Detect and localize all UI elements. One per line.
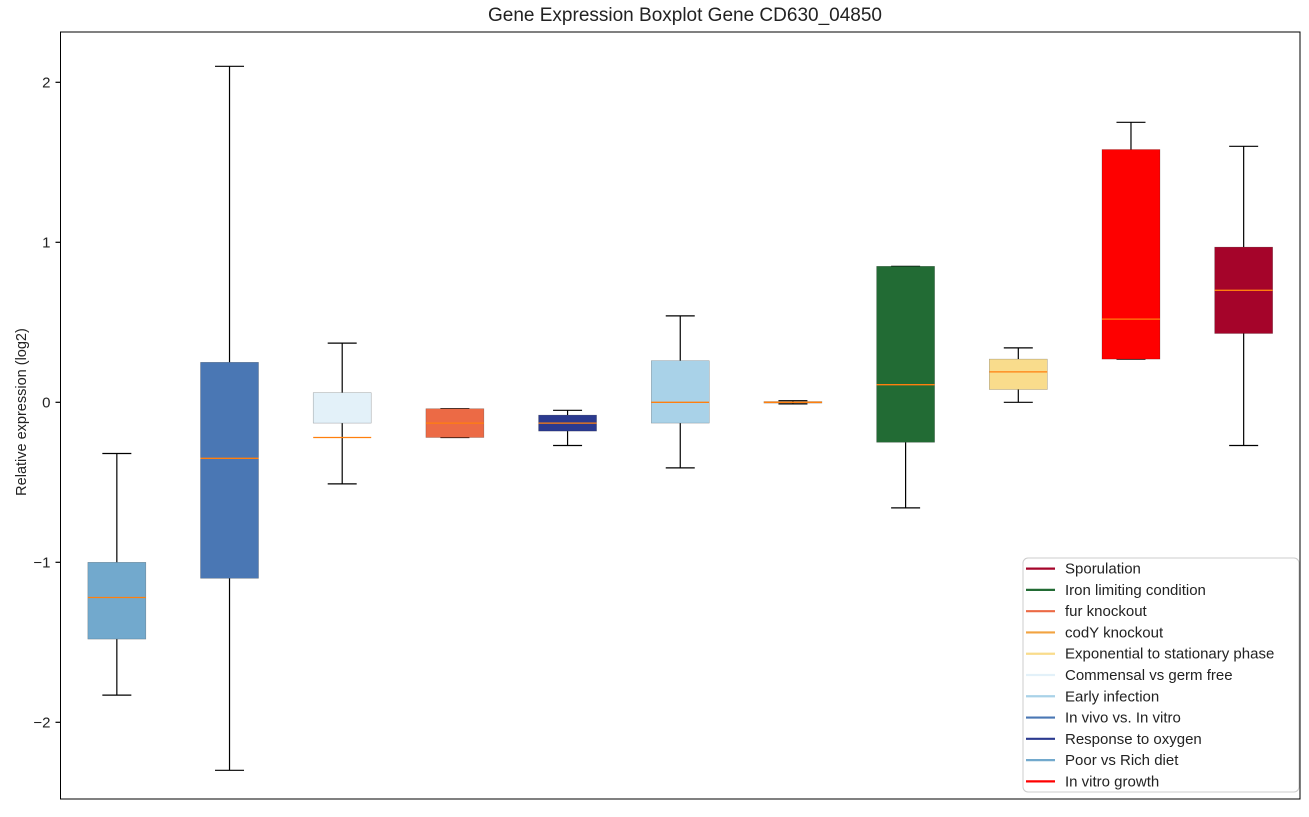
svg-text:Exponential to stationary phas: Exponential to stationary phase: [1065, 646, 1274, 663]
svg-text:Relative expression (log2): Relative expression (log2): [14, 328, 30, 496]
svg-text:Poor vs Rich diet: Poor vs Rich diet: [1065, 752, 1179, 769]
svg-text:In vitro growth: In vitro growth: [1065, 773, 1159, 790]
svg-text:−1: −1: [33, 554, 50, 571]
svg-text:Sporulation: Sporulation: [1065, 561, 1141, 578]
svg-text:codY knockout: codY knockout: [1065, 624, 1164, 641]
svg-text:Early infection: Early infection: [1065, 688, 1159, 705]
svg-text:0: 0: [42, 394, 50, 411]
svg-text:In vivo vs. In vitro: In vivo vs. In vitro: [1065, 710, 1181, 727]
svg-text:−2: −2: [33, 714, 50, 731]
svg-text:2: 2: [42, 74, 50, 91]
svg-text:Gene Expression Boxplot Gene C: Gene Expression Boxplot Gene CD630_04850: [488, 5, 882, 26]
svg-text:fur knockout: fur knockout: [1065, 603, 1148, 620]
svg-text:Iron limiting condition: Iron limiting condition: [1065, 582, 1206, 599]
svg-text:Response to oxygen: Response to oxygen: [1065, 731, 1202, 748]
svg-text:Commensal vs germ free: Commensal vs germ free: [1065, 667, 1233, 684]
svg-text:1: 1: [42, 234, 50, 251]
